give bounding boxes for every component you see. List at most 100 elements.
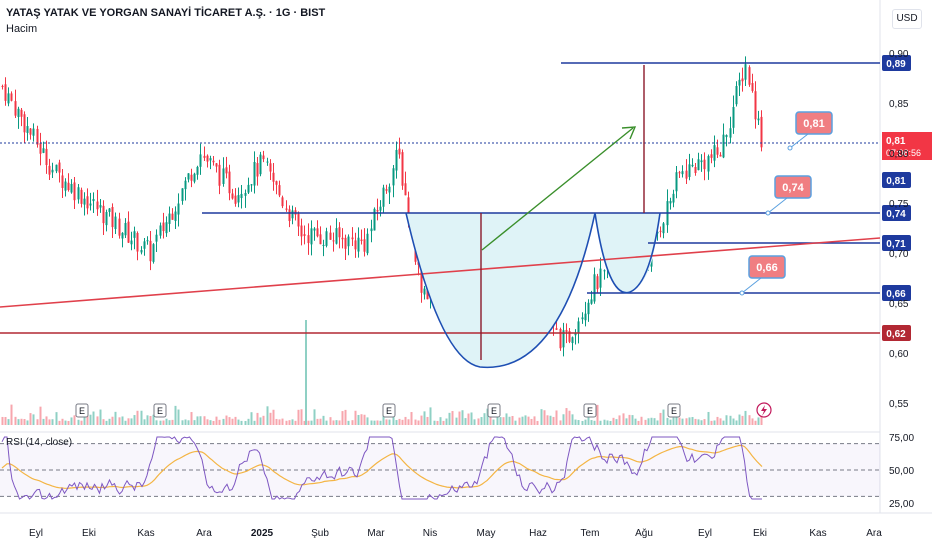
volume-bar [587, 413, 590, 425]
callout-pointer [789, 133, 809, 149]
volume-bar [382, 414, 385, 425]
volume-bar [212, 420, 215, 425]
price-callout[interactable]: 0,74 [765, 175, 812, 216]
candle-body [36, 128, 39, 145]
candle-body [171, 213, 174, 220]
earnings-marker[interactable]: E [382, 403, 396, 418]
candle-body [143, 241, 146, 249]
volume-indicator-label[interactable]: Hacim [6, 23, 38, 35]
earnings-marker[interactable]: E [75, 403, 89, 418]
candle-body [209, 158, 212, 161]
volume-bar [7, 419, 10, 425]
volume-bar [499, 417, 502, 425]
volume-bar [124, 420, 127, 425]
candle-body [149, 240, 152, 262]
price-level-text: 0,71 [886, 239, 906, 250]
earnings-marker[interactable]: E [153, 403, 167, 418]
current-price-value: 0,81 [886, 136, 906, 147]
volume-bar [442, 420, 445, 425]
time-axis-tick: Haz [529, 528, 547, 539]
candle-body [55, 164, 58, 172]
volume-bar [174, 405, 177, 425]
candle-body [577, 321, 580, 333]
candle-body [423, 288, 426, 295]
volume-bar [225, 415, 228, 425]
handle-fill [595, 213, 660, 293]
volume-bar [379, 420, 382, 425]
currency-button[interactable]: USD [892, 9, 922, 29]
volume-bar [524, 415, 527, 425]
volume-bar [143, 419, 146, 425]
volume-bar [530, 418, 533, 425]
volume-bar [385, 419, 388, 425]
volume-bar [666, 417, 669, 425]
rsi-axis-tick: 50,00 [889, 466, 914, 477]
candle-body [316, 228, 319, 237]
cup-fill [406, 213, 598, 368]
volume-bar [640, 416, 643, 425]
price-level-text: 0,81 [886, 176, 906, 187]
trendline[interactable] [0, 237, 881, 308]
volume-bar [685, 418, 688, 425]
volume-bar [149, 415, 152, 425]
volume-bar [344, 409, 347, 425]
volume-bar [703, 419, 706, 425]
cup-curve[interactable] [405, 212, 596, 369]
volume-bar [36, 419, 39, 425]
volume-bar [310, 420, 313, 425]
handle-curve[interactable] [594, 212, 661, 294]
volume-bar [165, 418, 168, 425]
rsi-indicator-label[interactable]: RSI (14, close) [6, 437, 73, 448]
candle-body [250, 184, 253, 186]
volume-bar [593, 420, 596, 425]
volume-bar [51, 419, 54, 425]
earnings-marker[interactable]: E [487, 403, 501, 418]
candle-body [92, 198, 95, 202]
earnings-marker[interactable]: E [667, 403, 681, 418]
volume-bar [546, 415, 549, 425]
volume-bar [656, 420, 659, 425]
volume-bar [725, 415, 728, 425]
volume-bar [659, 412, 662, 425]
projection-arrow [481, 127, 634, 251]
earnings-marker[interactable]: E [583, 403, 597, 418]
candle-body [4, 84, 7, 101]
volume-bar [496, 417, 499, 425]
candle-body [7, 93, 10, 104]
volume-bar [373, 420, 376, 425]
rsi-axis-tick: 75,00 [889, 433, 914, 444]
volume-bar [410, 412, 413, 425]
volume-bar [644, 419, 647, 425]
candle-body [741, 78, 744, 82]
callout-box [748, 255, 786, 279]
price-callout[interactable]: 0,81 [787, 111, 833, 151]
price-axis-tick: 0,65 [889, 299, 909, 310]
volume-bar [376, 420, 379, 425]
candle-body [89, 203, 92, 206]
candle-body [237, 195, 240, 203]
volume-bar [370, 420, 373, 425]
candle-body [177, 203, 180, 215]
rsi-axis-tick: 25,00 [889, 499, 914, 510]
volume-bar [305, 320, 307, 425]
earnings-marker-text: E [671, 406, 677, 416]
volume-bar [114, 411, 117, 425]
candle-body [685, 170, 688, 179]
price-axis-tick: 0,70 [889, 249, 909, 260]
candle-body [596, 276, 599, 290]
volume-bar [549, 415, 552, 425]
earnings-marker-box [153, 403, 167, 418]
volume-bar [58, 420, 61, 425]
candle-body [407, 197, 410, 220]
volume-bar [700, 420, 703, 425]
price-level-label: 0,66 [882, 285, 911, 301]
volume-bar [565, 408, 568, 425]
countdown-text: 07:08:56 [886, 148, 921, 158]
candle-body [212, 160, 215, 163]
price-callout[interactable]: 0,66 [739, 255, 786, 296]
candle-body [278, 185, 281, 196]
volume-bar [303, 420, 306, 425]
candle-body [678, 172, 681, 174]
volume-bar [23, 419, 26, 425]
